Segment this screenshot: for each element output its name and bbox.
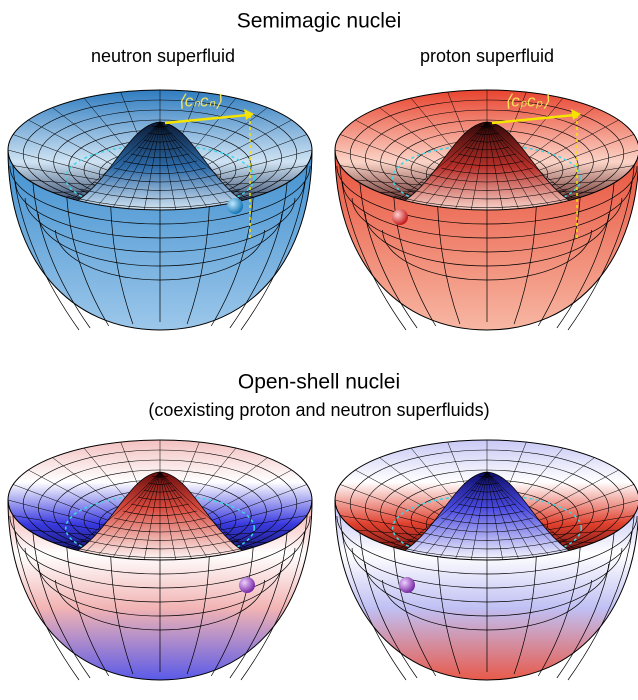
ball — [392, 209, 408, 225]
section-title: Semimagic nuclei — [237, 10, 402, 33]
ball — [399, 577, 415, 593]
figure: Semimagic nuclei neutron superfluid prot… — [0, 0, 638, 700]
panel-label: neutron superfluid — [91, 46, 235, 66]
order-parameter: ⟨cₙcₙ⟩ — [178, 91, 222, 110]
ball — [227, 198, 243, 214]
bowl — [335, 440, 638, 680]
bowl — [335, 90, 638, 330]
bowl — [8, 90, 312, 330]
section-subtitle: (coexisting proton and neutron superflui… — [148, 400, 489, 420]
page: Semimagic nuclei neutron superfluid prot… — [0, 0, 638, 700]
panel-label: proton superfluid — [420, 46, 554, 66]
bowl — [8, 440, 312, 680]
order-parameter: ⟨cₚcₚ⟩ — [505, 91, 550, 110]
ball — [239, 577, 255, 593]
section-title: Open-shell nuclei — [238, 371, 400, 394]
